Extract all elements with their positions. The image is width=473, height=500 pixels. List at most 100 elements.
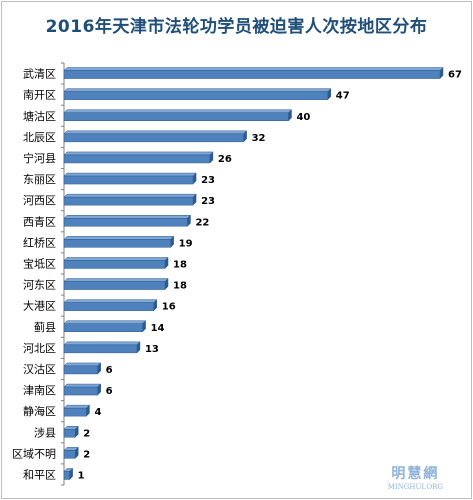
bar-top-face [63,130,248,135]
bar-top-face [63,257,169,261]
category-label: 宝坻区 [23,256,56,270]
bar-front-face [63,112,289,121]
bar-front-face [63,365,98,375]
value-label: 26 [218,154,232,165]
bar-9 [63,235,175,248]
watermark-cn: 明慧網 [391,466,440,482]
value-label: 2 [83,428,90,439]
bar-15 [63,362,102,375]
bar-front-face [63,91,329,100]
minghui-watermark: 明慧網 MINGHUI.ORG [388,463,443,491]
watermark-en: MINGHUI.ORG [387,483,443,491]
category-label: 河北区 [23,342,56,355]
bar-5 [63,151,214,164]
bar-top-face [63,278,169,282]
bar-front-face [63,281,166,290]
value-label: 18 [173,281,187,292]
bar-top-face [63,172,197,177]
bar-top-face [63,236,175,240]
bar-front-face [63,302,155,311]
bar-top-face [63,299,158,303]
bar-front-face [63,344,138,354]
bar-top-face [63,362,102,367]
bar-4 [63,130,248,143]
category-label: 区域不明 [12,447,56,460]
value-label: 1 [78,470,85,481]
bar-front-face [63,323,143,332]
bar-front-face [63,429,76,438]
value-label: 18 [173,259,187,270]
bar-front-face [63,386,98,396]
category-label: 津南区 [23,384,56,397]
category-label: 北辰区 [23,131,56,144]
value-label: 16 [162,302,176,313]
bar-front-face [63,239,171,248]
value-label: 14 [151,323,165,334]
bar-1 [63,66,444,80]
category-label: 大港区 [23,299,56,313]
bar-2 [63,88,332,101]
bar-top-face [63,341,141,346]
value-label: 23 [201,196,215,207]
bar-front-face [63,218,188,227]
value-label: 6 [106,365,113,376]
bar-16 [63,383,102,396]
category-label: 河西区 [23,194,56,207]
value-label: 22 [195,217,209,228]
chart-title: 2016年天津市法轮功学员被迫害人次按地区分布 [45,17,428,37]
bar-top-face [63,151,214,156]
bar-19 [63,446,79,459]
bar-front-face [63,407,87,417]
value-label: 40 [296,112,310,123]
bar-top-face [63,215,192,219]
category-label: 和平区 [23,468,56,481]
bar-8 [63,214,192,227]
bar-20 [63,467,74,481]
bar-11 [63,277,169,291]
bar-10 [63,256,169,270]
category-label: 西青区 [23,215,56,228]
value-label: 67 [448,70,462,81]
bar-6 [63,172,197,185]
value-label: 6 [106,386,113,397]
value-label: 19 [179,238,193,249]
category-label: 河东区 [23,279,56,292]
category-label: 武清区 [23,68,56,81]
category-label: 宁河县 [23,151,56,165]
value-label: 4 [94,407,101,418]
bar-18 [63,425,79,438]
value-label: 2 [83,449,90,460]
category-label: 汉沽区 [23,363,56,376]
bar-14 [63,341,141,354]
bar-front-face [63,154,211,164]
bar-13 [63,320,147,333]
bar-front-face [63,471,70,480]
bar-front-face [63,260,166,269]
bar-7 [63,193,197,206]
bar-top-face [63,383,102,388]
bar-front-face [63,133,244,143]
bar-top-face [63,320,147,324]
category-label: 涉县 [34,425,56,439]
bar-front-face [63,175,194,185]
bar-top-face [63,109,293,113]
value-label: 23 [201,175,215,186]
bar-front-face [63,450,76,459]
bar-12 [63,299,158,312]
category-label: 南开区 [23,89,56,102]
bar-front-face [63,70,441,79]
bar-top-face [63,404,91,409]
category-label: 静海区 [23,404,56,418]
bar-top-face [63,193,197,198]
bar-top-face [63,67,444,71]
category-label: 塘沽区 [23,109,56,123]
bar-top-face [63,88,332,92]
category-label: 东丽区 [23,173,56,186]
category-label: 红桥区 [23,236,56,249]
bar-3 [63,109,293,122]
category-label: 蓟县 [34,321,56,334]
value-label: 13 [145,344,159,355]
bar-front-face [63,196,194,206]
bar-17 [63,404,91,417]
